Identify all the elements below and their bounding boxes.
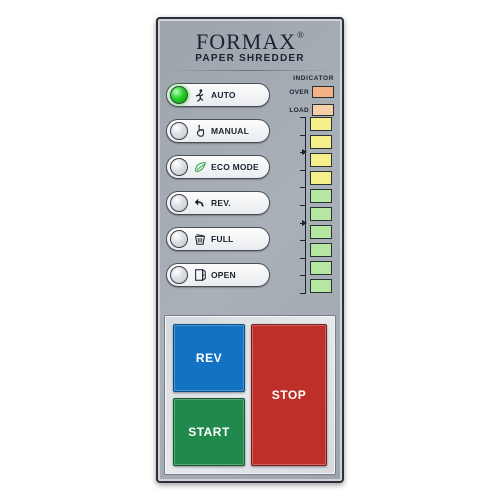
indicator-load-label: LOAD — [289, 107, 309, 114]
person-run-icon — [192, 87, 208, 103]
meter-segment — [310, 279, 332, 293]
mode-button-column: AUTO MANUAL ECO MODE — [166, 83, 272, 299]
mode-open-label: OPEN — [211, 270, 236, 280]
mode-full-button[interactable]: FULL — [166, 227, 270, 251]
leaf-icon — [192, 159, 208, 175]
mode-full-label: FULL — [211, 234, 234, 244]
meter-segment — [310, 207, 332, 221]
meter-segment — [310, 189, 332, 203]
stop-button-label: STOP — [272, 388, 306, 402]
mode-rev-led — [170, 194, 188, 212]
indicator-column: INDICATOR OVER LOAD — [276, 75, 334, 120]
hand-touch-icon — [192, 123, 208, 139]
mode-eco-button[interactable]: ECO MODE — [166, 155, 270, 179]
meter-segment — [310, 153, 332, 167]
meter-boxes — [310, 117, 332, 297]
brand-text: FORMAX — [196, 29, 296, 54]
meter-segment — [310, 171, 332, 185]
mode-rev-button[interactable]: REV. — [166, 191, 270, 215]
mode-eco-led — [170, 158, 188, 176]
indicator-load-light — [312, 104, 334, 116]
control-panel: FORMAX® PAPER SHREDDER AUTO MANUAL — [156, 17, 344, 483]
rev-button[interactable]: REV — [173, 324, 245, 392]
button-area: REV START STOP — [164, 315, 336, 475]
brand-logo: FORMAX® — [166, 29, 334, 55]
meter-arrow-icon — [302, 220, 307, 226]
indicator-title: INDICATOR — [276, 75, 334, 82]
indicator-over-light — [312, 86, 334, 98]
arrow-back-icon — [192, 195, 208, 211]
mode-open-button[interactable]: OPEN — [166, 263, 270, 287]
rev-button-label: REV — [196, 351, 222, 365]
meter-segment — [310, 261, 332, 275]
meter-segment — [310, 243, 332, 257]
start-button-label: START — [188, 425, 230, 439]
divider — [168, 70, 332, 71]
mode-auto-button[interactable]: AUTO — [166, 83, 270, 107]
stop-button[interactable]: STOP — [251, 324, 327, 466]
start-button[interactable]: START — [173, 398, 245, 466]
meter-segment — [310, 117, 332, 131]
mode-open-led — [170, 266, 188, 284]
indicator-over-row: OVER — [276, 84, 334, 100]
meter-segment — [310, 135, 332, 149]
mode-full-led — [170, 230, 188, 248]
mode-auto-label: AUTO — [211, 90, 236, 100]
registered-mark: ® — [297, 30, 305, 40]
bin-full-icon — [192, 231, 208, 247]
load-meter — [296, 117, 332, 297]
mode-eco-label: ECO MODE — [211, 162, 259, 172]
upper-section: AUTO MANUAL ECO MODE — [166, 75, 334, 305]
indicator-load-row: LOAD — [276, 102, 334, 118]
mode-manual-led — [170, 122, 188, 140]
mode-auto-led — [170, 86, 188, 104]
meter-arrow-icon — [302, 149, 307, 155]
indicator-over-label: OVER — [289, 89, 309, 96]
meter-segment — [310, 225, 332, 239]
door-open-icon — [192, 267, 208, 283]
mode-rev-label: REV. — [211, 198, 231, 208]
mode-manual-button[interactable]: MANUAL — [166, 119, 270, 143]
mode-manual-label: MANUAL — [211, 126, 249, 136]
meter-scale — [296, 117, 306, 293]
